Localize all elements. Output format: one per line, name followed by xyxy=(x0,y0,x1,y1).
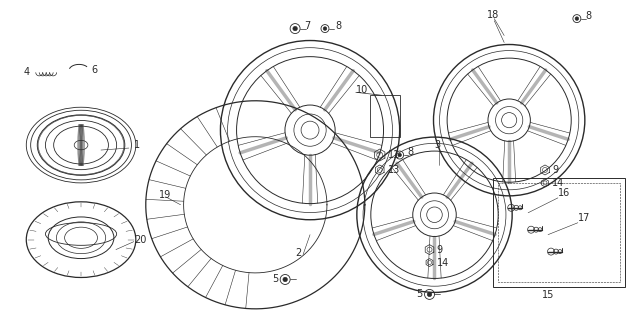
Circle shape xyxy=(293,26,298,31)
Text: 5: 5 xyxy=(272,274,278,285)
Text: 4: 4 xyxy=(23,67,29,78)
Bar xyxy=(498,183,620,282)
Text: 9: 9 xyxy=(552,165,558,175)
Bar xyxy=(493,178,625,287)
Text: 3: 3 xyxy=(435,140,440,150)
Circle shape xyxy=(575,17,579,20)
Text: 13: 13 xyxy=(388,165,400,175)
Text: 8: 8 xyxy=(408,147,413,157)
Text: 7: 7 xyxy=(304,21,310,31)
Text: 16: 16 xyxy=(558,188,570,198)
Text: 9: 9 xyxy=(436,245,443,255)
Text: 5: 5 xyxy=(416,289,422,300)
Text: 8: 8 xyxy=(335,21,341,31)
Circle shape xyxy=(398,153,401,157)
Bar xyxy=(370,95,399,137)
Text: 20: 20 xyxy=(134,235,146,245)
Text: 10: 10 xyxy=(356,85,368,95)
Circle shape xyxy=(283,277,287,282)
Text: 15: 15 xyxy=(542,290,554,300)
Text: 2: 2 xyxy=(295,248,301,258)
Text: 14: 14 xyxy=(552,178,564,188)
Text: 19: 19 xyxy=(159,190,171,200)
Text: 11: 11 xyxy=(388,150,400,160)
Circle shape xyxy=(428,292,432,297)
Text: 6: 6 xyxy=(91,65,97,75)
Text: 14: 14 xyxy=(436,257,449,268)
Text: 17: 17 xyxy=(578,213,590,223)
Text: 8: 8 xyxy=(586,11,592,21)
Text: 18: 18 xyxy=(487,10,499,20)
Circle shape xyxy=(323,27,327,30)
Text: 1: 1 xyxy=(134,140,140,150)
